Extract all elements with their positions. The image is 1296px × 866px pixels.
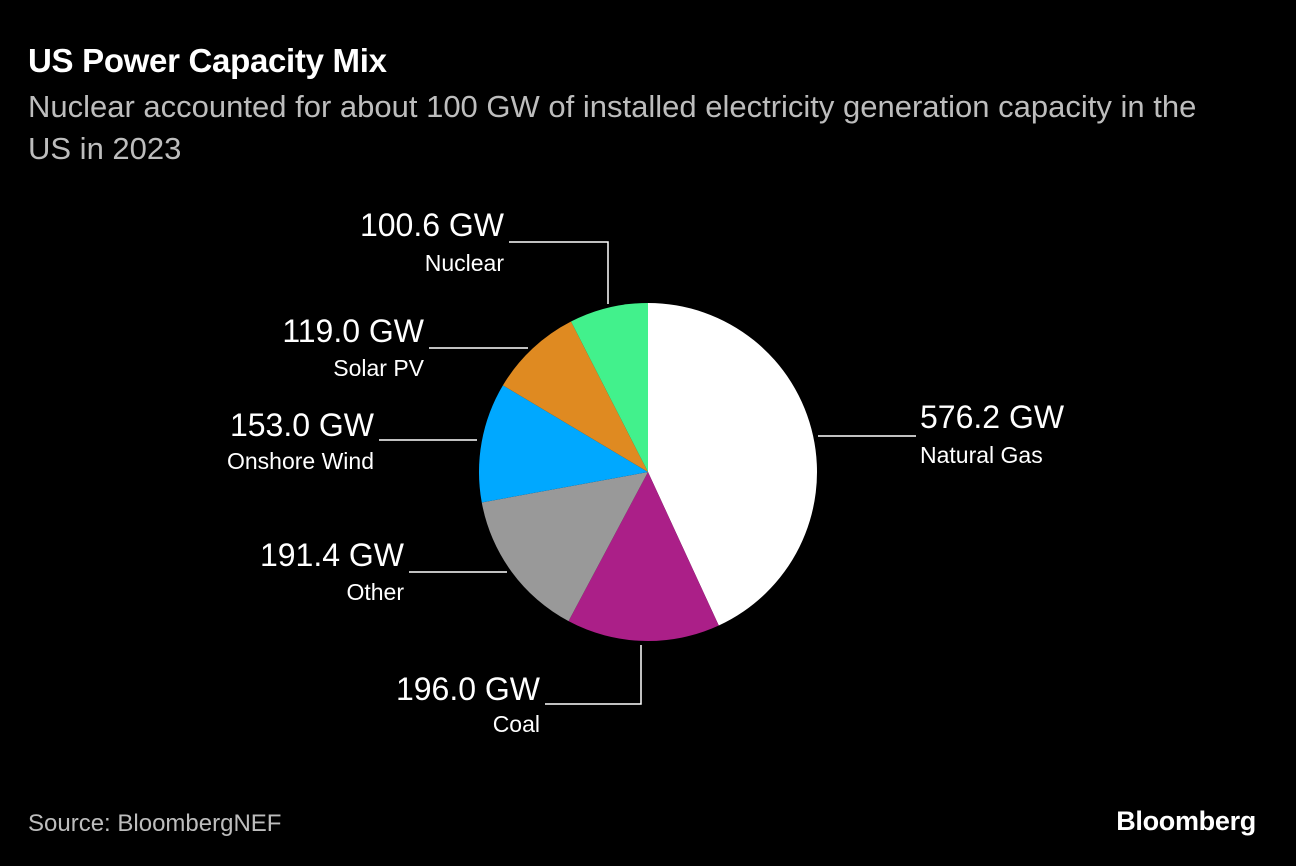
value-label-onshore-wind: 153.0 GW: [230, 407, 375, 443]
leader-line-nuclear: [509, 241, 609, 304]
bloomberg-logo: Bloomberg: [1116, 806, 1256, 836]
slice-solar-pv: [502, 321, 648, 472]
slice-coal: [568, 472, 719, 641]
chart-title: US Power Capacity Mix: [28, 42, 387, 79]
category-label-natural-gas: Natural Gas: [920, 442, 1043, 468]
pie-slices: [479, 303, 817, 641]
category-label-coal: Coal: [493, 711, 540, 737]
slice-nuclear: [571, 303, 648, 472]
source-note: Source: BloombergNEF: [28, 810, 282, 837]
chart-subtitle: Nuclear accounted for about 100 GW of in…: [28, 89, 1197, 166]
value-label-natural-gas: 576.2 GW: [920, 399, 1065, 435]
category-label-onshore-wind: Onshore Wind: [227, 448, 374, 474]
value-label-nuclear: 100.6 GW: [360, 207, 505, 243]
slice-natural-gas: [648, 303, 817, 626]
leader-lines: [379, 241, 916, 705]
category-label-other: Other: [346, 579, 404, 605]
value-label-solar-pv: 119.0 GW: [282, 313, 424, 349]
category-label-nuclear: Nuclear: [425, 250, 505, 276]
slice-labels: 576.2 GW Natural Gas 196.0 GW Coal 191.4 GW O…: [227, 207, 1065, 737]
category-label-solar-pv: Solar PV: [333, 355, 424, 381]
slice-other: [481, 472, 648, 622]
value-label-other: 191.4 GW: [260, 537, 405, 573]
slice-onshore-wind: [479, 385, 648, 503]
value-label-coal: 196.0 GW: [396, 671, 541, 707]
leader-line-coal: [545, 645, 642, 705]
